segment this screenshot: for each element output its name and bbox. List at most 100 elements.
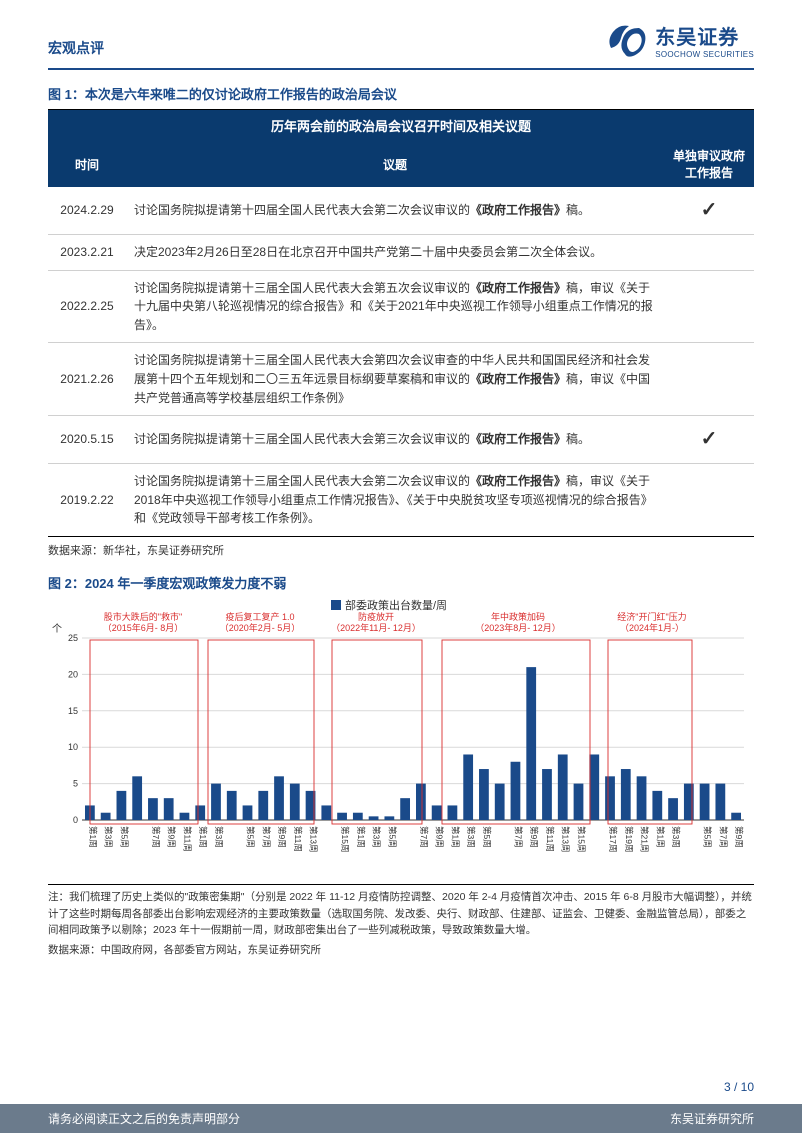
svg-text:第9周: 第9周 — [734, 826, 744, 848]
svg-text:第21周: 第21周 — [640, 826, 650, 852]
cell-topic: 决定2023年2月26日至28日在北京召开中国共产党第二十届中央委员会第二次全体… — [126, 235, 664, 271]
cell-topic: 讨论国务院拟提请第十三届全国人民代表大会第三次会议审议的《政府工作报告》稿。 — [126, 416, 664, 464]
svg-text:第9周: 第9周 — [529, 826, 539, 848]
figure2-source: 数据来源：中国政府网，各部委官方网站，东吴证券研究所 — [48, 942, 754, 958]
header-rule — [48, 68, 754, 70]
figure1-table: 历年两会前的政治局会议召开时间及相关议题 时间 议题 单独审议政府工作报告 20… — [48, 109, 754, 537]
logo: 东吴证券 SOOCHOW SECURITIES — [605, 20, 754, 60]
page: 宏观点评 东吴证券 SOOCHOW SECURITIES 图 1：本次是六年来唯… — [0, 0, 802, 1133]
svg-text:经济"开门红"压力: 经济"开门红"压力 — [617, 611, 686, 622]
svg-text:第7周: 第7周 — [151, 826, 161, 848]
svg-text:第9周: 第9周 — [435, 826, 445, 848]
svg-text:第9周: 第9周 — [277, 826, 287, 848]
svg-text:（2015年6月- 8月）: （2015年6月- 8月） — [103, 622, 184, 633]
table-row: 2022.2.25讨论国务院拟提请第十三届全国人民代表大会第五次会议审议的《政府… — [48, 270, 754, 343]
svg-text:第7周: 第7周 — [261, 826, 271, 848]
logo-icon — [605, 20, 649, 60]
svg-text:第3周: 第3周 — [372, 826, 382, 848]
svg-text:疫后复工复产 1.0: 疫后复工复产 1.0 — [225, 611, 294, 622]
svg-text:第11周: 第11周 — [293, 826, 303, 852]
cell-check — [664, 270, 754, 343]
figure2-chart: 部委政策出台数量/周个0510152025第1周第3周第5周第7周第9周第11周… — [48, 598, 754, 878]
svg-text:5: 5 — [73, 779, 78, 789]
cell-time: 2019.2.22 — [48, 464, 126, 537]
svg-text:第5周: 第5周 — [482, 826, 492, 848]
svg-text:防疫放开: 防疫放开 — [358, 611, 394, 622]
logo-en: SOOCHOW SECURITIES — [655, 50, 754, 59]
svg-text:第3周: 第3周 — [104, 826, 114, 848]
svg-text:（2024年1月-）: （2024年1月-） — [620, 622, 684, 633]
footer-institute: 东吴证券研究所 — [670, 1110, 754, 1127]
svg-text:第11周: 第11周 — [182, 826, 192, 852]
svg-text:20: 20 — [68, 670, 78, 680]
table-banner: 历年两会前的政治局会议召开时间及相关议题 — [48, 110, 754, 142]
svg-text:第1周: 第1周 — [655, 826, 665, 848]
cell-check: ✓ — [664, 416, 754, 464]
svg-text:第13周: 第13周 — [561, 826, 571, 852]
svg-text:个: 个 — [52, 623, 62, 635]
svg-text:股市大跌后的"救市": 股市大跌后的"救市" — [104, 611, 182, 622]
svg-text:第7周: 第7周 — [419, 826, 429, 848]
note-text: 注：我们梳理了历史上类似的"政策密集期"（分别是 2022 年 11-12 月疫… — [48, 889, 754, 938]
cell-topic: 讨论国务院拟提请第十三届全国人民代表大会第五次会议审议的《政府工作报告》稿，审议… — [126, 270, 664, 343]
table-row: 2021.2.26讨论国务院拟提请第十三届全国人民代表大会第四次会议审查的中华人… — [48, 343, 754, 416]
svg-text:第5周: 第5周 — [246, 826, 256, 848]
cell-time: 2023.2.21 — [48, 235, 126, 271]
svg-text:第5周: 第5周 — [387, 826, 397, 848]
cell-topic: 讨论国务院拟提请第十三届全国人民代表大会第四次会议审查的中华人民共和国国民经济和… — [126, 343, 664, 416]
figure2-title: 图 2：2024 年一季度宏观政策发力度不弱 — [48, 573, 754, 592]
col-check: 单独审议政府工作报告 — [664, 141, 754, 187]
svg-text:第7周: 第7周 — [718, 826, 728, 848]
cell-time: 2020.5.15 — [48, 416, 126, 464]
figure2-note: 注：我们梳理了历史上类似的"政策密集期"（分别是 2022 年 11-12 月疫… — [48, 884, 754, 958]
col-topic: 议题 — [126, 141, 664, 187]
svg-text:第3周: 第3周 — [214, 826, 224, 848]
svg-text:年中政策加码: 年中政策加码 — [491, 611, 545, 622]
cell-topic: 讨论国务院拟提请第十四届全国人民代表大会第二次会议审议的《政府工作报告》稿。 — [126, 187, 664, 235]
footer: 3 / 10 请务必阅读正文之后的免责声明部分 东吴证券研究所 — [0, 1080, 802, 1133]
cell-check — [664, 235, 754, 271]
svg-text:第3周: 第3周 — [466, 826, 476, 848]
svg-text:（2023年8月- 12月）: （2023年8月- 12月） — [475, 622, 561, 633]
svg-text:第19周: 第19周 — [624, 826, 634, 852]
svg-text:第5周: 第5周 — [703, 826, 713, 848]
table-row: 2023.2.21决定2023年2月26日至28日在北京召开中国共产党第二十届中… — [48, 235, 754, 271]
svg-text:（2022年11月- 12月）: （2022年11月- 12月） — [331, 622, 421, 633]
logo-cn: 东吴证券 — [655, 21, 754, 50]
figure1-title: 图 1：本次是六年来唯二的仅讨论政府工作报告的政治局会议 — [48, 84, 754, 103]
svg-text:第7周: 第7周 — [513, 826, 523, 848]
svg-text:第1周: 第1周 — [450, 826, 460, 848]
svg-text:第13周: 第13周 — [309, 826, 319, 852]
svg-text:第5周: 第5周 — [119, 826, 129, 848]
footer-disclaimer: 请务必阅读正文之后的免责声明部分 — [48, 1110, 240, 1127]
cell-time: 2021.2.26 — [48, 343, 126, 416]
svg-text:第15周: 第15周 — [577, 826, 587, 852]
page-header: 宏观点评 东吴证券 SOOCHOW SECURITIES — [48, 20, 754, 60]
svg-text:第1周: 第1周 — [88, 826, 98, 848]
svg-text:（2020年2月- 5月）: （2020年2月- 5月） — [220, 622, 301, 633]
header-category: 宏观点评 — [48, 20, 104, 58]
cell-check — [664, 343, 754, 416]
col-time: 时间 — [48, 141, 126, 187]
figure1-source: 数据来源：新华社，东吴证券研究所 — [48, 543, 754, 560]
svg-text:15: 15 — [68, 706, 78, 716]
cell-check: ✓ — [664, 187, 754, 235]
svg-text:25: 25 — [68, 633, 78, 643]
footer-bar: 请务必阅读正文之后的免责声明部分 东吴证券研究所 — [0, 1104, 802, 1133]
page-number: 3 / 10 — [724, 1080, 754, 1094]
table-row: 2020.5.15讨论国务院拟提请第十三届全国人民代表大会第三次会议审议的《政府… — [48, 416, 754, 464]
svg-text:第17周: 第17周 — [608, 826, 618, 852]
cell-time: 2022.2.25 — [48, 270, 126, 343]
svg-text:第3周: 第3周 — [671, 826, 681, 848]
svg-text:第9周: 第9周 — [167, 826, 177, 848]
svg-text:0: 0 — [73, 815, 78, 825]
logo-text: 东吴证券 SOOCHOW SECURITIES — [655, 21, 754, 59]
svg-text:第11周: 第11周 — [545, 826, 555, 852]
svg-text:第1周: 第1周 — [356, 826, 366, 848]
svg-text:部委政策出台数量/周: 部委政策出台数量/周 — [345, 598, 447, 612]
table-row: 2024.2.29讨论国务院拟提请第十四届全国人民代表大会第二次会议审议的《政府… — [48, 187, 754, 235]
cell-topic: 讨论国务院拟提请第十三届全国人民代表大会第二次会议审议的《政府工作报告》稿，审议… — [126, 464, 664, 537]
svg-text:第1周: 第1周 — [198, 826, 208, 848]
svg-text:第15周: 第15周 — [340, 826, 350, 852]
svg-text:10: 10 — [68, 743, 78, 753]
